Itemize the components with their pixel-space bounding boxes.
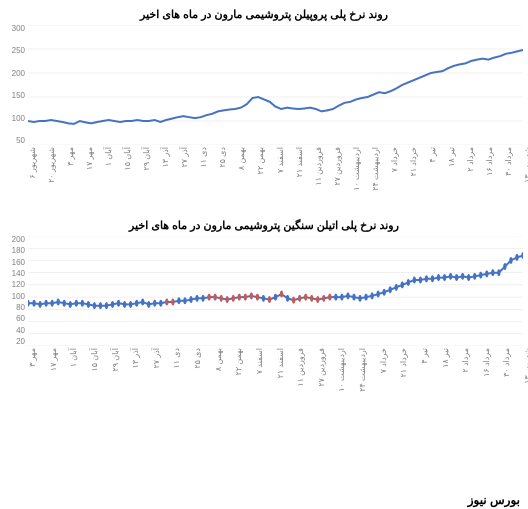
x-tick: ۱۷ مهر: [49, 348, 58, 371]
x-tick: ۳۰ مرداد: [504, 147, 513, 176]
x-tick: ۷ اسفند: [276, 147, 285, 173]
y-tick: 100: [0, 115, 25, 123]
y-tick: 200: [0, 236, 25, 244]
x-tick: ۴ تیر: [428, 147, 437, 163]
x-tick: ۷ خرداد: [390, 147, 399, 172]
chart-1-plot: [28, 25, 523, 145]
x-tick: ۳۰ مرداد: [502, 348, 511, 377]
y-tick: 40: [0, 327, 25, 335]
x-tick: ۲۲ بهمن: [256, 147, 265, 174]
chart-2-plot: [28, 236, 523, 346]
y-tick: 120: [0, 281, 25, 289]
x-tick: ۳ مهر: [28, 348, 37, 367]
x-tick: ۱۵ آبان: [123, 147, 132, 171]
x-tick: ۸ بهمن: [214, 348, 223, 371]
chart-2-x-axis: ۳ مهر ۱۷ مهر ۱ آبان ۱۵ آبان ۲۹ آبان ۱۳ آذر ۲۷ …: [28, 346, 523, 406]
x-tick: ۲ مرداد: [466, 147, 475, 172]
chart-2: روند نرخ پلی اتیلن سنگین پتروشیمی مارون …: [0, 211, 528, 406]
y-tick: 160: [0, 259, 25, 267]
x-tick: ۲۴ اردیبهشت: [371, 147, 380, 191]
x-tick: ۱۷ مهر: [85, 147, 94, 170]
chart-2-title: روند نرخ پلی اتیلن سنگین پتروشیمی مارون …: [0, 211, 528, 236]
x-tick: ۸ بهمن: [237, 147, 246, 170]
x-tick: ۲۰ شهریور: [47, 147, 56, 183]
chart-1-plot-area: 300 250 200 150 100 50: [0, 25, 528, 145]
x-tick: ۲۱ خرداد: [409, 147, 418, 177]
y-tick: 50: [0, 137, 25, 145]
chart-1-x-axis: ۶ شهریور ۲۰ شهریور ۳ مهر ۱۷ مهر ۱ آبان ۱۵ آبا…: [28, 145, 523, 205]
x-tick: ۷ خرداد: [379, 348, 388, 373]
x-tick: ۱۱ فروردین: [296, 348, 305, 387]
chart-2-plot-area: 200 180 160 140 120 100 80 60 40 20: [0, 236, 528, 346]
x-tick: ۲ مرداد: [461, 348, 470, 373]
chart-1-title: روند نرخ پلی پروپیلن پتروشیمی مارون در م…: [0, 0, 528, 25]
x-tick: ۱۸ تیر: [441, 348, 450, 368]
x-tick: ۱ آبان: [104, 147, 113, 166]
x-tick: ۱۳ شهریور: [523, 147, 528, 183]
x-tick: ۱۶ مرداد: [482, 348, 491, 377]
y-tick: 60: [0, 315, 25, 323]
brand-label: بورس نیوز: [468, 493, 520, 507]
x-tick: ۲۱ خرداد: [399, 348, 408, 378]
x-tick: ۱ آبان: [69, 348, 78, 367]
x-tick: ۴ تیر: [420, 348, 429, 364]
y-tick: 20: [0, 338, 25, 346]
x-tick: ۱۳ آذر: [161, 147, 170, 167]
x-tick: ۲۷ فروردین: [317, 348, 326, 387]
x-tick: ۷ اسفند: [255, 348, 264, 374]
x-tick: ۲۱ اسفند: [276, 348, 285, 378]
x-tick: ۲۷ فروردین: [333, 147, 342, 186]
chart-1: روند نرخ پلی پروپیلن پتروشیمی مارون در م…: [0, 0, 528, 205]
chart-2-y-axis: 200 180 160 140 120 100 80 60 40 20: [0, 236, 28, 346]
y-tick: 150: [0, 92, 25, 100]
x-tick: ۲۷ آذر: [152, 348, 161, 368]
x-tick: ۶ شهریور: [28, 147, 37, 179]
x-tick: ۱۱ دی: [172, 348, 181, 369]
x-tick: ۱۳ شهریور: [523, 348, 528, 384]
x-tick: ۲۵ دی: [193, 348, 202, 369]
x-tick: ۱۰ اردیبهشت: [337, 348, 346, 392]
x-tick: ۱۱ دی: [199, 147, 208, 168]
x-tick: ۱۱ فروردین: [314, 147, 323, 186]
x-tick: ۱۰ اردیبهشت: [352, 147, 361, 191]
x-tick: ۱۵ آبان: [90, 348, 99, 372]
x-tick: ۲۲ بهمن: [234, 348, 243, 375]
y-tick: 100: [0, 293, 25, 301]
x-tick: ۲۵ دی: [218, 147, 227, 168]
x-tick: ۱۸ تیر: [447, 147, 456, 167]
y-tick: 200: [0, 70, 25, 78]
y-tick: 80: [0, 304, 25, 312]
y-tick: 180: [0, 247, 25, 255]
y-tick: 140: [0, 270, 25, 278]
x-tick: ۲۹ آبان: [142, 147, 151, 171]
chart-1-y-axis: 300 250 200 150 100 50: [0, 25, 28, 145]
x-tick: ۳ مهر: [66, 147, 75, 166]
x-tick: ۱۳ آذر: [131, 348, 140, 368]
y-tick: 250: [0, 47, 25, 55]
x-tick: ۲۹ آبان: [111, 348, 120, 372]
x-tick: ۱۶ مرداد: [485, 147, 494, 176]
x-tick: ۲۷ آذر: [180, 147, 189, 167]
x-tick: ۲۱ اسفند: [295, 147, 304, 177]
x-tick: ۲۴ اردیبهشت: [358, 348, 367, 392]
y-tick: 300: [0, 25, 25, 33]
